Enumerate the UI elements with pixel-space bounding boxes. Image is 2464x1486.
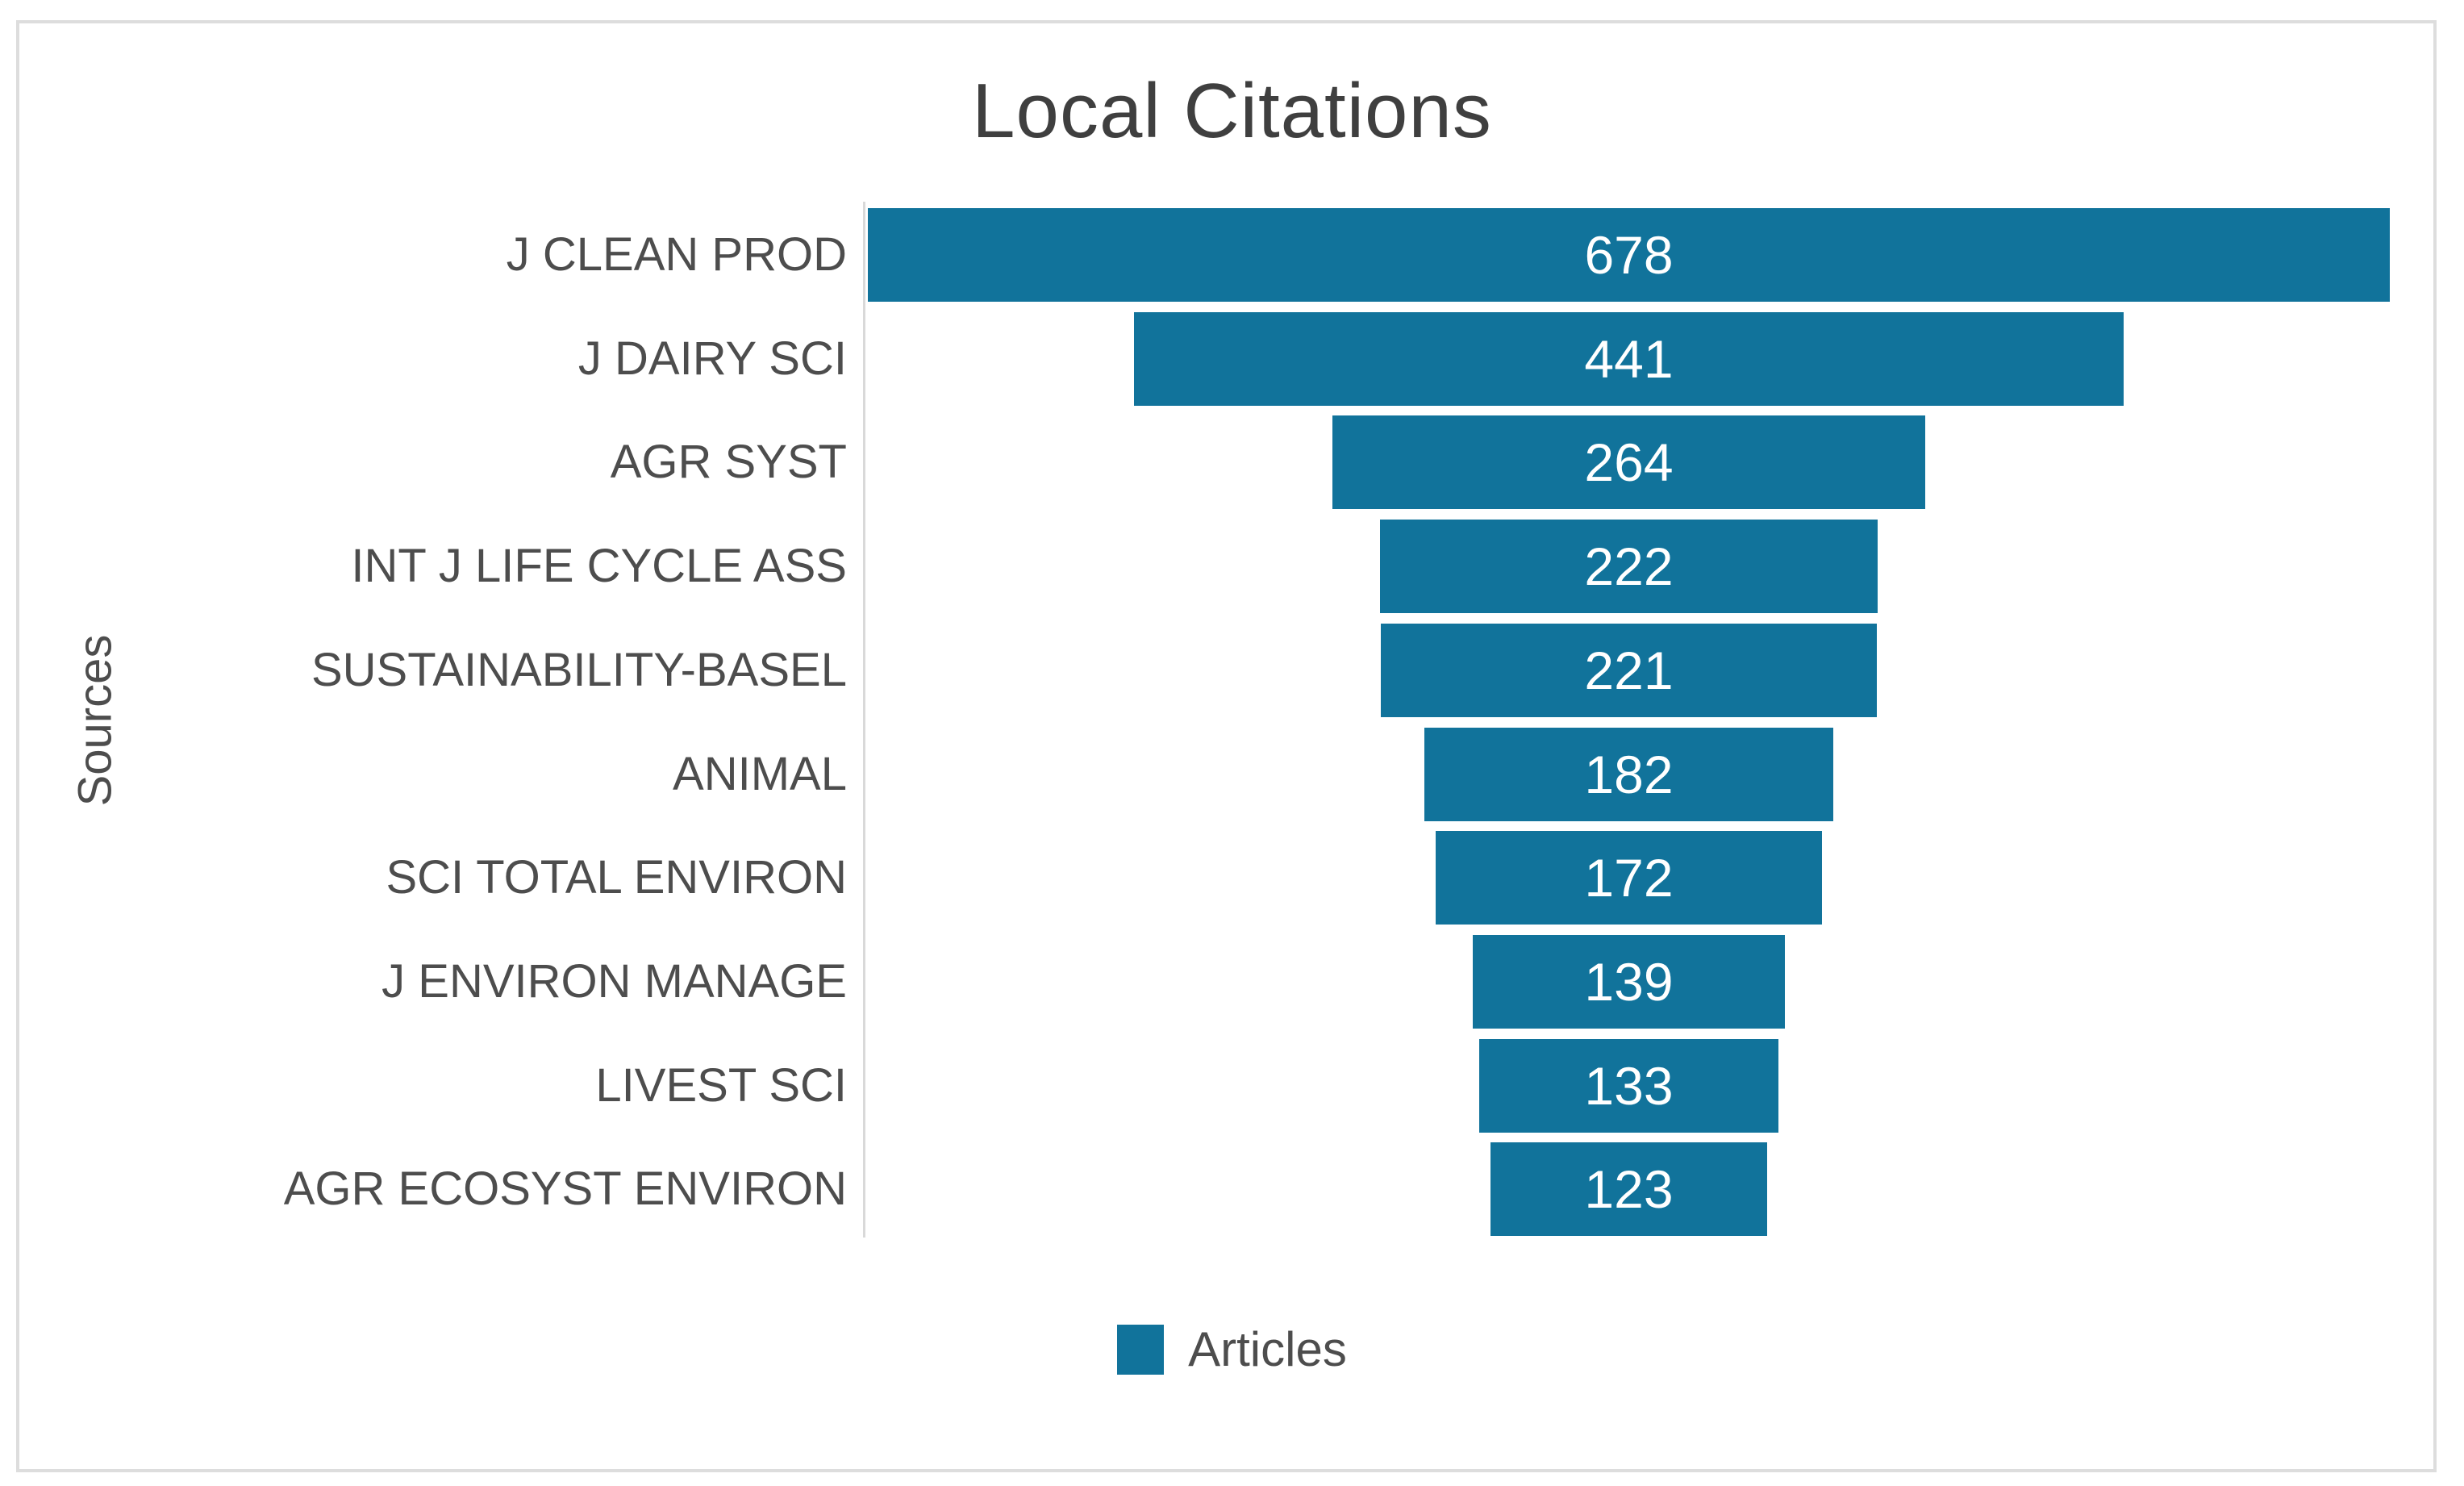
category-label: ANIMAL — [673, 748, 847, 800]
bar[interactable]: 441 — [1133, 312, 2124, 406]
category-label: J ENVIRON MANAGE — [381, 955, 847, 1008]
legend-label: Articles — [1188, 1322, 1347, 1376]
category-label: SCI TOTAL ENVIRON — [386, 851, 847, 904]
bar[interactable]: 182 — [1424, 728, 1833, 821]
bar-value-label: 441 — [1584, 329, 1674, 389]
bar-value-label: 222 — [1584, 536, 1674, 596]
bar[interactable]: 264 — [1332, 415, 1925, 509]
plot-area: 678 441 264 222 221 182 172 139 133 123 — [868, 208, 2390, 1246]
bar[interactable]: 222 — [1379, 520, 1878, 613]
bar[interactable]: 139 — [1473, 935, 1785, 1029]
category-label: J DAIRY SCI — [577, 332, 847, 385]
category-label: J CLEAN PROD — [506, 228, 847, 281]
category-label: AGR SYST — [610, 436, 847, 488]
legend[interactable]: Articles — [0, 1321, 2464, 1377]
category-labels-column: J CLEAN PROD J DAIRY SCI AGR SYST INT J LIF… — [24, 208, 847, 1246]
bar-value-label: 182 — [1584, 745, 1674, 804]
bar[interactable]: 678 — [868, 208, 2390, 302]
category-label: INT J LIFE CYCLE ASS — [351, 540, 847, 592]
category-label: LIVEST SCI — [595, 1059, 847, 1112]
bar-value-label: 264 — [1584, 432, 1674, 492]
bar-value-label: 133 — [1584, 1056, 1674, 1116]
bar[interactable]: 133 — [1479, 1039, 1778, 1133]
category-label: AGR ECOSYST ENVIRON — [283, 1163, 847, 1215]
bar-value-label: 123 — [1584, 1159, 1674, 1219]
y-axis-line — [863, 202, 865, 1238]
bar[interactable]: 172 — [1436, 831, 1822, 925]
bar[interactable]: 123 — [1490, 1142, 1767, 1236]
bar-value-label: 172 — [1584, 848, 1674, 908]
bar[interactable]: 221 — [1380, 624, 1878, 717]
bar-value-label: 139 — [1584, 952, 1674, 1012]
bar-value-label: 221 — [1584, 641, 1674, 700]
bar-value-label: 678 — [1584, 225, 1674, 285]
chart-title: Local Citations — [972, 68, 1492, 154]
category-label: SUSTAINABILITY-BASEL — [311, 644, 847, 696]
legend-swatch-icon — [1117, 1324, 1165, 1375]
